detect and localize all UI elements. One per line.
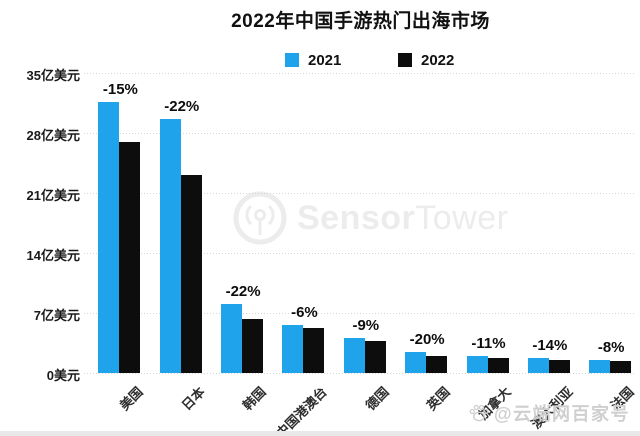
x-axis-tick-label: 英国 xyxy=(423,384,453,414)
bar-2022-法国 xyxy=(610,360,632,373)
y-axis-tick-label: 7亿美元 xyxy=(33,308,80,323)
gridline xyxy=(84,313,636,314)
x-axis-tick-label: 中国港澳台 xyxy=(273,384,331,436)
legend-item-2022: 2022 xyxy=(398,51,455,69)
bar-2021-中国港澳台 xyxy=(282,325,304,373)
bar-2022-澳大利亚 xyxy=(548,359,570,373)
bar-2022-中国港澳台 xyxy=(303,327,325,373)
x-axis-tick-label: 美国 xyxy=(117,384,147,414)
pct-change-label: -22% xyxy=(225,282,261,300)
legend-label: 2022 xyxy=(421,51,455,69)
bar-2021-美国 xyxy=(98,102,120,373)
y-axis-tick-label: 35亿美元 xyxy=(26,68,80,83)
y-axis-tick-label: 14亿美元 xyxy=(26,248,80,263)
bar-2022-美国 xyxy=(119,142,141,373)
sensortower-watermark: SensorTower xyxy=(233,191,508,245)
paw-icon xyxy=(469,404,489,422)
pct-change-label: -14% xyxy=(532,336,568,354)
bar-2021-加拿大 xyxy=(466,356,488,373)
publisher-watermark-text: @云端网百家号 xyxy=(494,404,631,424)
bar-2021-日本 xyxy=(159,119,181,373)
pct-change-label: -9% xyxy=(352,316,380,334)
pct-change-label: -15% xyxy=(102,81,138,99)
gridline xyxy=(84,133,636,134)
pct-change-label: -22% xyxy=(164,98,200,116)
legend-swatch xyxy=(285,53,299,67)
pct-change-label: -20% xyxy=(409,330,445,348)
legend-swatch xyxy=(398,53,412,67)
gridline xyxy=(84,193,636,194)
y-axis-tick-label: 0美元 xyxy=(46,368,80,383)
gridline xyxy=(84,253,636,254)
bar-2021-澳大利亚 xyxy=(527,357,549,373)
sensortower-logo-icon xyxy=(233,191,287,245)
bar-2022-日本 xyxy=(180,175,202,373)
pct-change-label: -6% xyxy=(291,304,318,321)
y-axis-tick-label: 21亿美元 xyxy=(26,188,80,203)
x-axis-tick-label: 韩国 xyxy=(239,384,269,414)
pct-change-label: -8% xyxy=(597,338,625,356)
legend-label: 2021 xyxy=(308,51,342,69)
gridline xyxy=(84,373,636,374)
bar-2021-法国 xyxy=(589,359,611,373)
chart-title: 2022年中国手游热门出海市场 xyxy=(231,11,490,32)
x-axis-tick-label: 日本 xyxy=(178,384,208,414)
sensortower-wordmark: SensorTower xyxy=(297,199,509,237)
y-axis-tick-label: 28亿美元 xyxy=(26,128,80,143)
bar-2021-德国 xyxy=(343,337,365,373)
x-axis-tick-label: 德国 xyxy=(362,384,392,414)
legend-item-2021: 2021 xyxy=(285,51,342,69)
bar-2022-加拿大 xyxy=(487,358,509,373)
publisher-watermark: @云端网百家号 xyxy=(468,400,630,426)
bar-2021-韩国 xyxy=(221,303,243,373)
gridline xyxy=(84,73,636,74)
pct-change-label: -11% xyxy=(471,335,506,353)
bar-2022-德国 xyxy=(364,341,386,373)
bar-2021-英国 xyxy=(405,351,427,373)
bar-2022-韩国 xyxy=(242,319,264,373)
bar-2022-英国 xyxy=(426,355,448,373)
bottom-edge-strip xyxy=(0,431,640,436)
